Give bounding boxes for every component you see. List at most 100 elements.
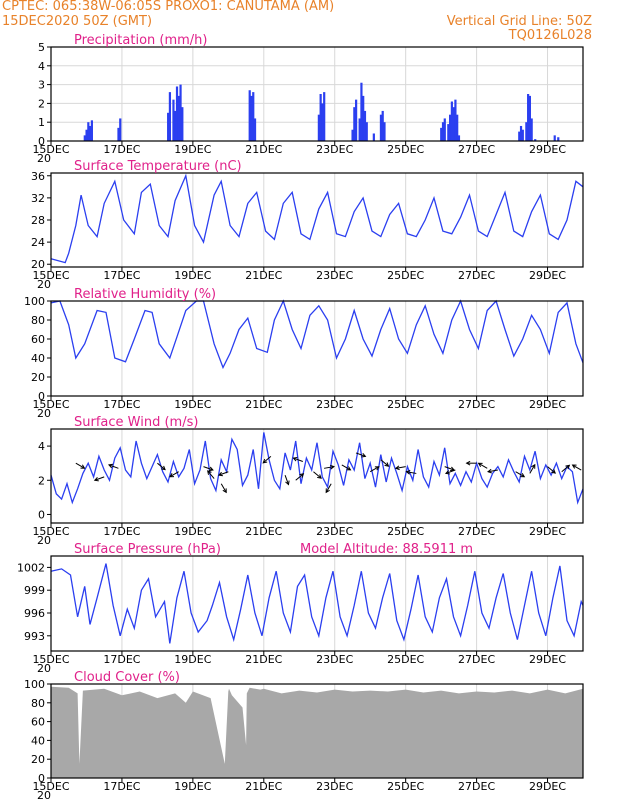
precip-bar bbox=[363, 110, 367, 141]
cloud-area bbox=[51, 686, 583, 778]
plot-frame bbox=[50, 172, 584, 268]
precip-bar bbox=[323, 92, 326, 141]
wind-arrow-shaft bbox=[284, 474, 289, 485]
precip-bar bbox=[518, 131, 521, 141]
rh-title: Relative Humidity (%) bbox=[74, 287, 216, 302]
x-tick-label: 21DEC bbox=[245, 143, 282, 156]
precip-bar bbox=[89, 125, 92, 141]
x-tick-label: 19DEC bbox=[174, 398, 211, 411]
wind-arrow-head bbox=[465, 460, 471, 466]
y-tick-label: 80 bbox=[31, 314, 45, 327]
x-year-stub: 20 bbox=[37, 789, 51, 800]
y-tick-label: 4 bbox=[38, 60, 45, 73]
wind-arrow-shaft bbox=[478, 462, 488, 469]
x-tick-label: 21DEC bbox=[245, 780, 282, 793]
wind-arrow-head bbox=[217, 471, 223, 477]
precip-bar bbox=[321, 103, 324, 141]
wind-arrow-head bbox=[571, 464, 577, 469]
wind-arrow-head bbox=[531, 463, 536, 469]
x-tick-label: 15DEC bbox=[32, 398, 69, 411]
wind-arrow-shaft bbox=[313, 471, 322, 479]
precip-bar bbox=[449, 114, 452, 141]
y-tick-label: 20 bbox=[31, 371, 45, 384]
wind-arrow-head bbox=[374, 466, 380, 471]
precip-bar bbox=[179, 84, 182, 141]
precip-bar bbox=[530, 118, 533, 141]
x-tick-label: 19DEC bbox=[174, 780, 211, 793]
x-tick-label: 17DEC bbox=[103, 653, 140, 666]
y-tick-label: 4 bbox=[38, 440, 45, 453]
y-tick-label: 40 bbox=[31, 734, 45, 747]
x-tick-label: 19DEC bbox=[174, 143, 211, 156]
precip-bar bbox=[557, 137, 560, 141]
wind-arrow-shaft bbox=[380, 459, 389, 467]
wind-arrow-head bbox=[80, 464, 86, 469]
wind-arrow-shaft bbox=[203, 466, 214, 471]
wind-arrow-head bbox=[93, 476, 99, 482]
y-tick-label: 993 bbox=[24, 630, 45, 643]
wind-arrow-head bbox=[551, 469, 556, 474]
precip-bar bbox=[452, 107, 455, 141]
y-tick-label: 20 bbox=[31, 753, 45, 766]
precip-bar bbox=[87, 122, 90, 141]
precip-bar bbox=[90, 120, 93, 141]
x-tick-label: 29DEC bbox=[529, 269, 566, 282]
x-tick-label: 17DEC bbox=[103, 269, 140, 282]
wind-arrow-shaft bbox=[207, 470, 215, 479]
x-tick-label: 15DEC bbox=[32, 653, 69, 666]
x-tick-label: 21DEC bbox=[245, 525, 282, 538]
x-tick-label: 29DEC bbox=[529, 398, 566, 411]
wind-arrow-shaft bbox=[515, 471, 525, 478]
precip-bar bbox=[521, 129, 524, 141]
precip-bar bbox=[253, 118, 257, 141]
y-tick-label: 0 bbox=[38, 772, 45, 785]
wind-arrow-head bbox=[487, 468, 492, 474]
precip-bar bbox=[317, 114, 320, 141]
wind-arrow-head bbox=[346, 466, 352, 471]
wind-arrow-shaft bbox=[295, 473, 304, 481]
precip-bar bbox=[365, 122, 368, 141]
precip-bar bbox=[172, 99, 175, 141]
y-tick-label: 60 bbox=[31, 333, 45, 346]
x-year-stub: 20 bbox=[37, 662, 51, 675]
x-year-stub: 20 bbox=[37, 152, 51, 165]
precip-bar bbox=[440, 127, 443, 141]
precip-bar bbox=[353, 107, 356, 141]
y-tick-label: 0 bbox=[38, 508, 45, 521]
wind-arrow-shaft bbox=[341, 464, 351, 471]
y-tick-label: 0 bbox=[38, 390, 45, 403]
wind-arrow-shaft bbox=[75, 462, 85, 469]
precip-bar bbox=[175, 86, 179, 141]
y-tick-label: 2 bbox=[38, 97, 45, 110]
wind-arrow-shaft bbox=[293, 457, 303, 462]
rh-series-line bbox=[50, 299, 584, 370]
precip-bar bbox=[252, 92, 255, 141]
wind-arrow-shaft bbox=[218, 471, 229, 476]
wind-arrow-shaft bbox=[220, 483, 227, 493]
wind-arrow-shaft bbox=[108, 464, 119, 469]
plot-frame bbox=[50, 300, 584, 397]
wind-arrow-head bbox=[329, 464, 335, 470]
y-tick-label: 999 bbox=[24, 584, 45, 597]
precip-bar bbox=[528, 95, 531, 141]
wind-arrow-shaft bbox=[487, 469, 498, 473]
x-tick-label: 15DEC bbox=[32, 525, 69, 538]
x-tick-label: 17DEC bbox=[103, 525, 140, 538]
x-tick-label: 17DEC bbox=[103, 143, 140, 156]
wind-arrow-shaft bbox=[157, 462, 166, 470]
x-tick-label: 25DEC bbox=[387, 143, 424, 156]
x-tick-label: 27DEC bbox=[458, 143, 495, 156]
wind-arrow-head bbox=[405, 469, 411, 475]
x-tick-label: 27DEC bbox=[458, 525, 495, 538]
precip-bar bbox=[177, 95, 180, 141]
y-tick-label: 5 bbox=[38, 41, 45, 54]
x-tick-label: 29DEC bbox=[529, 653, 566, 666]
y-tick-label: 996 bbox=[24, 607, 45, 620]
wind-arrow-head bbox=[477, 462, 483, 467]
y-tick-label: 3 bbox=[38, 79, 45, 92]
press-series-line bbox=[50, 563, 584, 644]
x-tick-label: 25DEC bbox=[387, 780, 424, 793]
y-tick-label: 60 bbox=[31, 716, 45, 729]
y-tick-label: 28 bbox=[31, 214, 45, 227]
wind-arrow-shaft bbox=[262, 455, 272, 464]
